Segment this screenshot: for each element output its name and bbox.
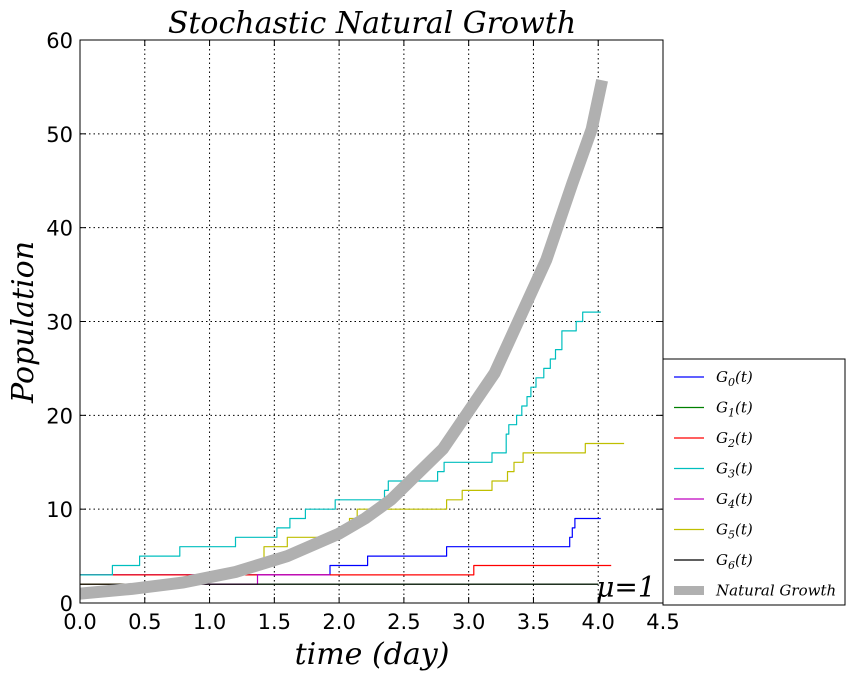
series-line-g3-t [80,311,601,576]
legend-label-2: G2(t) [716,429,753,450]
x-tick-label: 0.5 [128,610,161,634]
x-tick-label: 4.0 [582,610,615,634]
y-tick-label: 30 [46,311,73,335]
legend-label-0: G0(t) [716,368,753,389]
x-tick-label: 3.5 [517,610,550,634]
legend: G0(t) G1(t) G2(t) G3(t) G4(t) G5(t) G6(t) Natur… [662,358,846,606]
legend-label-1: G1(t) [716,399,753,420]
y-tick-label: 60 [46,29,73,53]
x-axis-label: time (day) [295,637,450,672]
y-tick-label: 0 [60,592,73,616]
series-line-natural-growth [79,79,608,600]
x-tick-label: 4.5 [646,610,679,634]
x-tick-label: 2.5 [387,610,420,634]
legend-box [662,358,846,606]
x-tick-label: 0.0 [63,610,96,634]
y-tick-label: 40 [46,217,73,241]
y-tick-label: 20 [46,404,73,428]
y-axis-label: Population [6,241,41,404]
x-tick-label: 1.5 [258,610,291,634]
series-line-g0-t [80,517,601,576]
y-tick-label: 10 [46,498,73,522]
axis-ticks: 0.0 0.5 1.0 1.5 2.0 2.5 3.0 3.5 4.0 4.5 0 10 20 30 40 5… [46,29,679,634]
y-tick-label: 50 [46,123,73,147]
legend-label-3: G3(t) [716,460,753,481]
legend-label-5: G5(t) [716,521,753,542]
x-tick-label: 3.0 [452,610,485,634]
x-tick-label: 2.0 [322,610,355,634]
legend-label-6: G6(t) [716,551,753,572]
legend-label-7: Natural Growth [715,582,836,600]
chart-title: Stochastic Natural Growth [168,6,576,41]
legend-label-4: G4(t) [716,490,753,511]
mu-annotation: μ=1 [596,570,655,603]
series-group [79,79,625,600]
x-tick-label: 1.0 [193,610,226,634]
